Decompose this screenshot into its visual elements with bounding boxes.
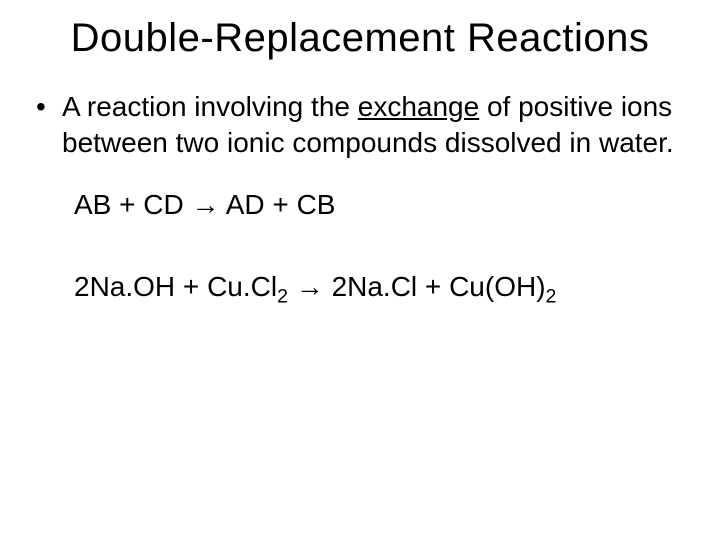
bullet-item: • A reaction involving the exchange of p… [36,89,690,161]
eq2-t1: 2Na.OH [74,271,175,302]
bullet-marker: • [36,89,62,125]
eq2-sub4: 2 [546,286,557,308]
slide-title: Double-Replacement Reactions [30,16,690,61]
eq2-plus1: + [175,271,207,302]
eq1-rhs2: CB [297,189,336,220]
equation-general: AB + CD → AD + CB [36,187,690,223]
bullet-text: A reaction involving the exchange of pos… [62,89,690,161]
bullet-text-underlined: exchange [358,91,479,122]
eq1-lhs1: AB [74,189,111,220]
eq1-plus2: + [265,189,297,220]
eq2-plus2: + [417,271,449,302]
slide: Double-Replacement Reactions • A reactio… [0,0,720,540]
eq2-t2: Cu.Cl [207,271,277,302]
eq2-sub2: 2 [277,286,288,308]
eq1-plus1: + [111,189,143,220]
equation-example: 2Na.OH + Cu.Cl2 → 2Na.Cl + Cu(OH)2 [36,269,690,305]
bullet-text-pre: A reaction involving the [62,91,358,122]
arrow-icon: → [184,189,226,220]
arrow-icon: → [288,271,332,302]
eq2-t3: 2Na.Cl [332,271,418,302]
slide-body: • A reaction involving the exchange of p… [30,89,690,305]
eq1-rhs1: AD [226,189,265,220]
eq1-lhs2: CD [143,189,183,220]
eq2-t4: Cu(OH) [449,271,545,302]
